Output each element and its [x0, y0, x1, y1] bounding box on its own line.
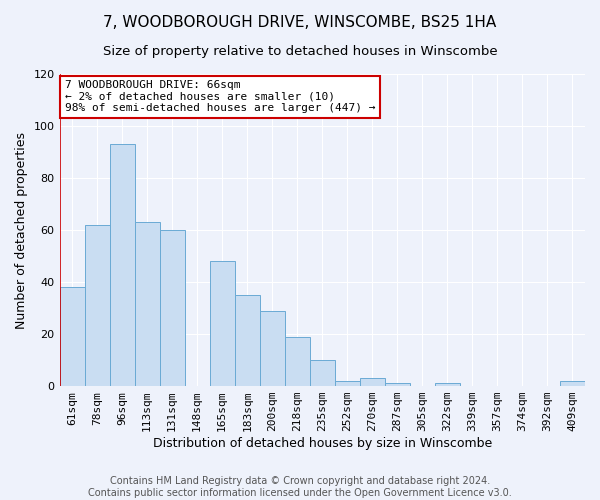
X-axis label: Distribution of detached houses by size in Winscombe: Distribution of detached houses by size … — [152, 437, 492, 450]
Bar — [134, 222, 160, 386]
Bar — [235, 295, 260, 386]
Bar — [160, 230, 185, 386]
Bar — [560, 381, 585, 386]
Text: Size of property relative to detached houses in Winscombe: Size of property relative to detached ho… — [103, 45, 497, 58]
Bar — [260, 310, 285, 386]
Bar — [59, 288, 85, 386]
Bar — [435, 384, 460, 386]
Text: 7 WOODBOROUGH DRIVE: 66sqm
← 2% of detached houses are smaller (10)
98% of semi-: 7 WOODBOROUGH DRIVE: 66sqm ← 2% of detac… — [65, 80, 375, 114]
Bar — [110, 144, 134, 386]
Bar — [360, 378, 385, 386]
Bar — [385, 384, 410, 386]
Bar — [85, 225, 110, 386]
Text: Contains HM Land Registry data © Crown copyright and database right 2024.
Contai: Contains HM Land Registry data © Crown c… — [88, 476, 512, 498]
Text: 7, WOODBOROUGH DRIVE, WINSCOMBE, BS25 1HA: 7, WOODBOROUGH DRIVE, WINSCOMBE, BS25 1H… — [103, 15, 497, 30]
Y-axis label: Number of detached properties: Number of detached properties — [15, 132, 28, 328]
Bar — [285, 336, 310, 386]
Bar — [335, 381, 360, 386]
Bar — [310, 360, 335, 386]
Bar — [209, 261, 235, 386]
